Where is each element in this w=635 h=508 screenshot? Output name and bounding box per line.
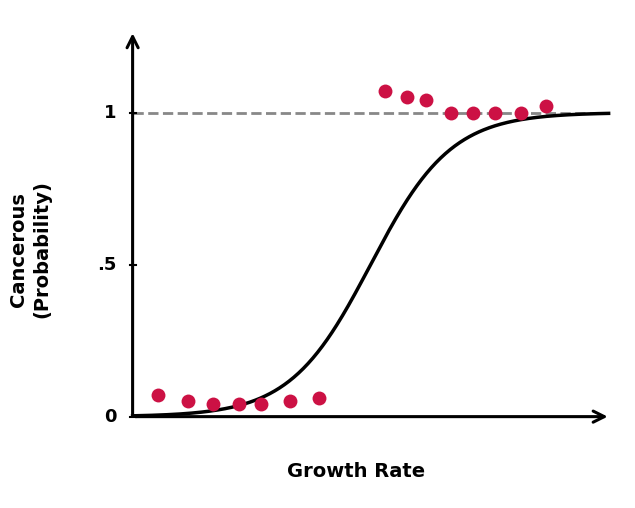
Point bbox=[402, 93, 412, 102]
Point bbox=[256, 400, 266, 408]
Point bbox=[314, 394, 324, 402]
Point bbox=[380, 87, 391, 96]
Point bbox=[234, 400, 244, 408]
Text: .5: .5 bbox=[97, 256, 116, 274]
Point bbox=[516, 109, 526, 117]
Text: Growth Rate: Growth Rate bbox=[287, 462, 425, 481]
Text: 1: 1 bbox=[104, 104, 116, 121]
Point bbox=[208, 400, 218, 408]
Point bbox=[285, 397, 295, 405]
Point bbox=[420, 97, 431, 105]
Text: Cancerous
(Probability): Cancerous (Probability) bbox=[9, 180, 51, 319]
Point bbox=[490, 109, 500, 117]
Point bbox=[182, 397, 192, 405]
Point bbox=[153, 391, 163, 399]
Point bbox=[468, 109, 478, 117]
Text: 0: 0 bbox=[104, 407, 116, 426]
Point bbox=[446, 109, 457, 117]
Point bbox=[541, 103, 551, 111]
